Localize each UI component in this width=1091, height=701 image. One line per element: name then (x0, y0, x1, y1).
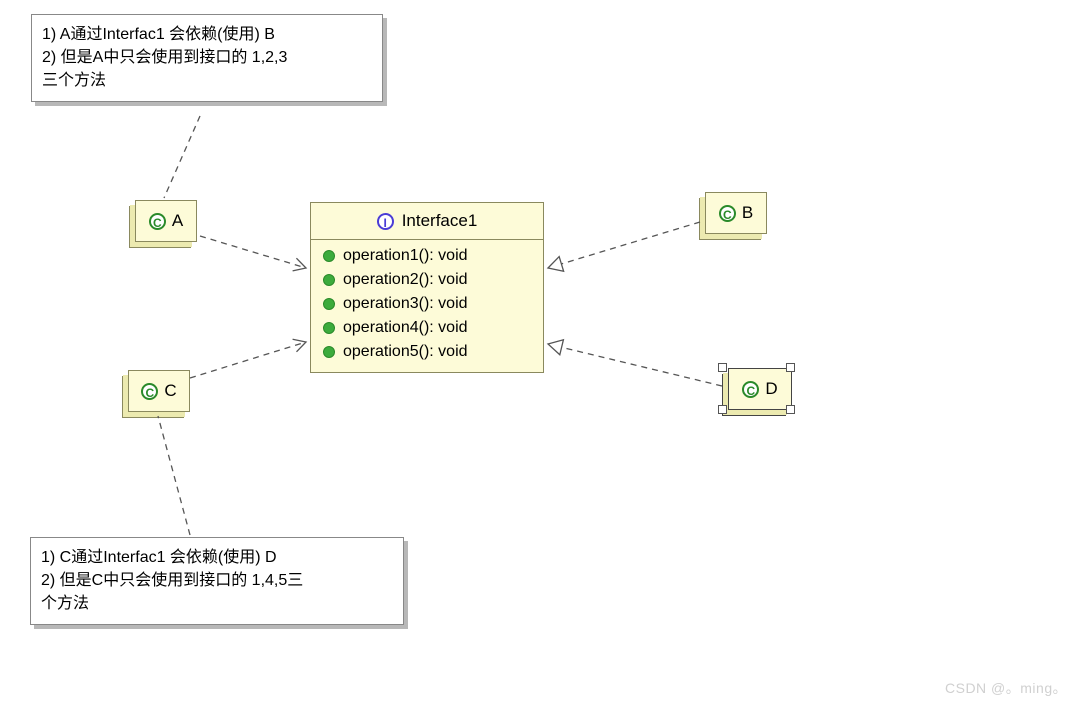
operation-label: operation1(): void (343, 247, 468, 265)
note-line: 1) A通过Interfac1 会依赖(使用) B (42, 23, 372, 46)
operation-label: operation4(): void (343, 319, 468, 337)
class-b[interactable]: C B (705, 192, 767, 234)
interface-box[interactable]: I Interface1 operation1(): void operatio… (310, 202, 544, 373)
class-label: D (765, 379, 777, 399)
note-bottom: 1) C通过Interfac1 会依赖(使用) D 2) 但是C中只会使用到接口… (30, 537, 404, 625)
class-a[interactable]: C A (135, 200, 197, 242)
selection-handle[interactable] (786, 405, 795, 414)
class-icon: C (742, 381, 759, 398)
method-dot-icon (323, 322, 335, 334)
watermark: CSDN @。ming。 (945, 678, 1067, 698)
class-label: C (164, 381, 176, 401)
class-d[interactable]: C D (728, 368, 792, 410)
selection-handle[interactable] (718, 363, 727, 372)
interface-header: I Interface1 (311, 203, 543, 240)
note-line: 1) C通过Interfac1 会依赖(使用) D (41, 546, 393, 569)
operation-label: operation5(): void (343, 343, 468, 361)
class-label: B (742, 203, 753, 223)
operation-row: operation3(): void (321, 292, 533, 316)
method-dot-icon (323, 298, 335, 310)
note-line: 个方法 (41, 592, 393, 615)
method-dot-icon (323, 346, 335, 358)
operation-row: operation5(): void (321, 340, 533, 364)
selection-handle[interactable] (786, 363, 795, 372)
operation-label: operation2(): void (343, 271, 468, 289)
operation-row: operation2(): void (321, 268, 533, 292)
note-top: 1) A通过Interfac1 会依赖(使用) B 2) 但是A中只会使用到接口… (31, 14, 383, 102)
note-line: 2) 但是C中只会使用到接口的 1,4,5三 (41, 569, 393, 592)
operation-label: operation3(): void (343, 295, 468, 313)
interface-icon: I (377, 213, 394, 230)
note-line: 三个方法 (42, 69, 372, 92)
class-label: A (172, 211, 183, 231)
interface-title: Interface1 (402, 211, 478, 231)
class-icon: C (141, 383, 158, 400)
method-dot-icon (323, 274, 335, 286)
method-dot-icon (323, 250, 335, 262)
class-icon: C (719, 205, 736, 222)
selection-handle[interactable] (718, 405, 727, 414)
class-icon: C (149, 213, 166, 230)
interface-body: operation1(): void operation2(): void op… (311, 240, 543, 372)
class-c[interactable]: C C (128, 370, 190, 412)
operation-row: operation1(): void (321, 244, 533, 268)
note-line: 2) 但是A中只会使用到接口的 1,2,3 (42, 46, 372, 69)
operation-row: operation4(): void (321, 316, 533, 340)
